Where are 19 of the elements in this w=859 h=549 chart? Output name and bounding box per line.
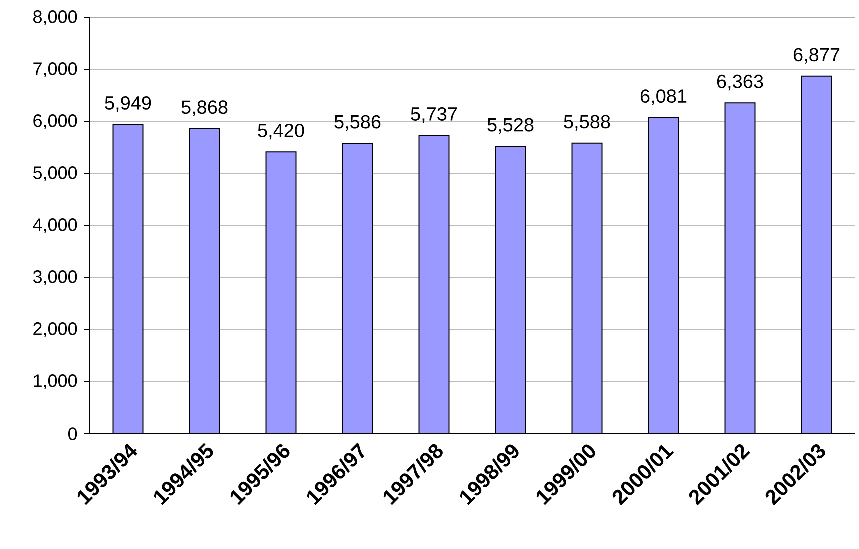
y-tick-label: 3,000 bbox=[33, 270, 78, 286]
y-tick-label: 6,000 bbox=[34, 114, 78, 130]
data-label: 5,949 bbox=[105, 96, 152, 112]
data-label: 5,588 bbox=[564, 115, 610, 131]
data-label: 5,868 bbox=[182, 100, 228, 116]
y-tick-label: 1,000 bbox=[34, 374, 78, 390]
y-tick-label: 5,000 bbox=[33, 166, 78, 182]
y-tick-label: 8,000 bbox=[34, 10, 78, 26]
data-label: 6,081 bbox=[640, 90, 687, 106]
data-label: 5,420 bbox=[258, 124, 304, 140]
data-label: 6,877 bbox=[794, 48, 840, 64]
y-tick-label: 2,000 bbox=[34, 322, 78, 338]
data-label: 5,737 bbox=[411, 107, 458, 124]
data-label: 5,528 bbox=[488, 118, 534, 134]
y-tick-label: 7,000 bbox=[34, 62, 78, 78]
data-label: 5,586 bbox=[334, 115, 381, 132]
y-tick-label: 0 bbox=[68, 428, 78, 440]
y-tick-label: 4,000 bbox=[33, 218, 78, 234]
data-label: 6,363 bbox=[717, 74, 764, 91]
